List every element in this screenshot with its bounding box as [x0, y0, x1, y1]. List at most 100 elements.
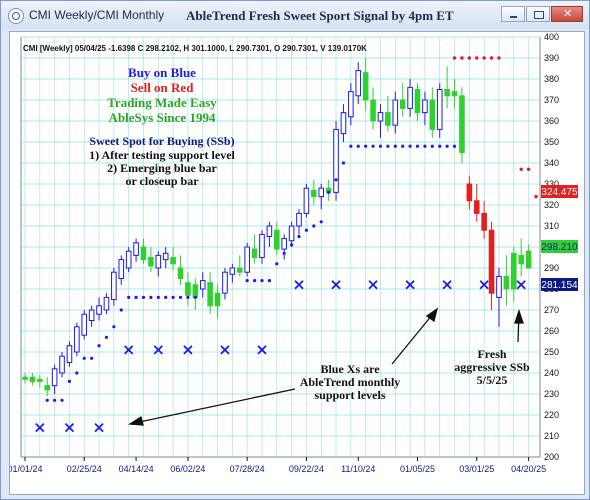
price-label-red-text: 324.475	[541, 187, 578, 198]
support-x-marker	[183, 345, 193, 355]
candle-body	[377, 112, 384, 122]
stop-dot-blue	[312, 224, 316, 228]
candle-body	[51, 368, 58, 387]
support-x-stroke	[220, 345, 230, 355]
candle-body	[436, 89, 443, 130]
support-x-stroke	[405, 280, 415, 290]
close-button[interactable]	[551, 6, 583, 22]
y-tick-label: 260	[544, 326, 559, 336]
stop-dot-blue	[282, 251, 286, 255]
stop-dot-blue	[319, 220, 323, 224]
stop-dot-blue	[127, 295, 131, 299]
candle-body	[429, 99, 436, 130]
candle-body	[22, 376, 28, 380]
stop-dot-red	[467, 56, 472, 60]
candle-body	[155, 254, 162, 269]
support-x-stroke	[257, 345, 267, 355]
candle-body	[288, 225, 295, 242]
candle-body	[503, 275, 510, 290]
stop-dot-blue	[415, 144, 420, 148]
arrow-head-left	[128, 415, 144, 426]
candle-body	[133, 242, 139, 256]
support-x-marker	[64, 422, 75, 433]
support-x-stroke	[479, 280, 489, 290]
title-bar: CMI Weekly/CMI Monthly AbleTrend Fresh S…	[1, 1, 589, 29]
stop-dot-blue	[364, 144, 368, 148]
stop-dot-blue	[452, 144, 457, 148]
stop-dot-red	[475, 56, 479, 60]
y-tick-label: 350	[544, 137, 559, 147]
support-x-marker	[405, 280, 415, 290]
stop-dot-blue	[304, 228, 309, 232]
candle-body	[96, 305, 102, 315]
ssb-line-1: 1) After testing support level	[89, 148, 235, 162]
stop-dot-blue	[178, 295, 183, 299]
stop-dot-blue	[193, 295, 197, 299]
maximize-button[interactable]	[526, 6, 550, 22]
price-chart: 2002102202302402502602702802903003103203…	[10, 32, 578, 474]
stop-dot-blue	[290, 243, 294, 247]
x-tick-label: 04/14/24	[119, 464, 154, 474]
minimize-button[interactable]	[501, 6, 525, 22]
ssb-title: Sweet Spot for Buying (SSb)	[89, 134, 234, 148]
x-tick-label: 01/05/25	[400, 464, 435, 474]
stop-dot-blue	[75, 371, 79, 375]
support-x-stroke	[516, 280, 526, 290]
stop-dot-blue	[164, 295, 168, 299]
price-label-red: 324.475	[541, 185, 578, 198]
stop-dot-blue	[275, 262, 279, 266]
price-label-green: 298.210	[541, 240, 578, 253]
stop-dot-blue	[430, 144, 434, 148]
stop-dot-blue	[349, 144, 353, 148]
support-x-stroke	[94, 422, 104, 433]
chart-title: AbleTrend Fresh Sweet Sport Signal by 4p…	[186, 8, 454, 23]
stop-dot-blue	[171, 295, 175, 299]
candle-body	[207, 282, 213, 307]
candle-body	[318, 187, 325, 198]
support-x-stroke	[153, 345, 163, 355]
stop-dot-blue	[149, 295, 153, 299]
support-x-marker	[479, 280, 489, 290]
support-x-stroke	[331, 280, 341, 290]
support-x-stroke	[368, 280, 378, 290]
y-tick-label: 230	[544, 389, 559, 399]
support-x-stroke	[442, 280, 452, 290]
support-x-marker	[368, 280, 378, 290]
candle-body	[88, 309, 95, 321]
candle-body	[185, 282, 191, 296]
x-tick-label: 09/22/24	[289, 464, 324, 474]
stop-dot-blue	[423, 144, 427, 148]
x-tick-label: 02/25/24	[67, 464, 102, 474]
stop-dot-blue	[112, 325, 116, 329]
stop-dot-blue	[45, 398, 49, 402]
price-label-green-text: 298.210	[541, 242, 578, 253]
support-x-marker	[516, 280, 526, 290]
buy-label: Buy on Blue	[128, 65, 196, 80]
candle-body	[303, 187, 310, 214]
y-tick-label: 340	[544, 158, 559, 168]
candle-body	[296, 212, 302, 227]
support-x-marker	[124, 345, 134, 355]
blue-x-note-3: support levels	[314, 388, 385, 402]
window-title: CMI Weekly/CMI Monthly	[29, 8, 165, 22]
candle-body	[251, 248, 258, 259]
candle-body	[244, 246, 250, 273]
y-tick-label: 320	[544, 200, 559, 210]
candle-body	[481, 212, 487, 231]
arrow-head-up	[425, 307, 439, 323]
candle-body	[370, 99, 376, 122]
y-tick-label: 200	[544, 452, 559, 462]
chart-info-line: CMI [Weekly] 05/04/25 -1.6398 C 298.2102…	[23, 44, 367, 53]
candle-body	[118, 259, 125, 280]
candle-body	[414, 89, 421, 114]
y-tick-label: 210	[544, 431, 559, 441]
support-x-stroke	[64, 422, 75, 433]
candle-body	[162, 252, 169, 261]
y-tick-label: 390	[544, 53, 559, 63]
candle-body	[518, 254, 524, 265]
stop-dot-blue	[327, 190, 331, 194]
arrow-head-fresh	[514, 308, 524, 324]
candle-body	[236, 267, 243, 273]
candle-body	[333, 128, 339, 193]
stop-dot-blue	[341, 161, 346, 165]
